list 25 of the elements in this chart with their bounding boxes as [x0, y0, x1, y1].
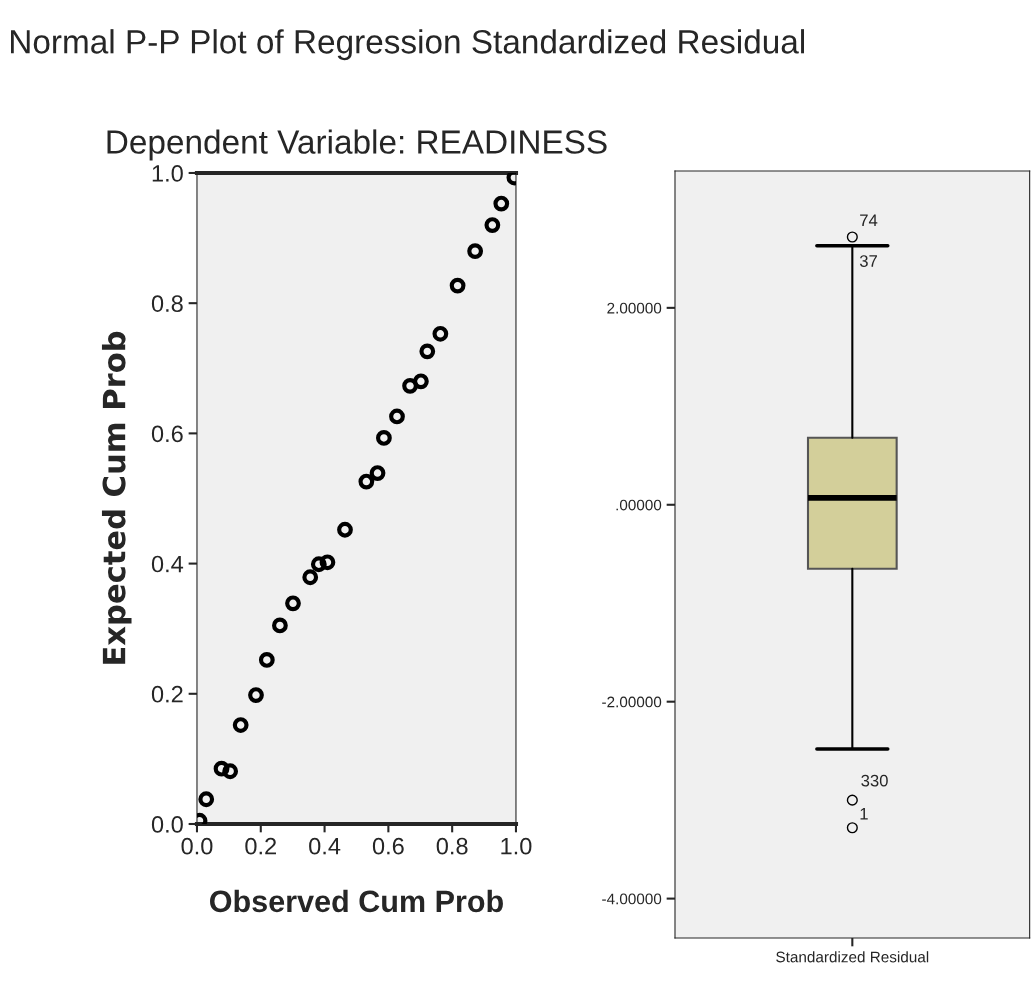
y-tick-label: 0.8	[151, 295, 183, 312]
x-tick-label: Standardized Residual	[776, 951, 929, 963]
y-axis-title: Expected Cum Prob	[101, 331, 132, 664]
x-axis-title: Observed Cum Prob	[210, 889, 503, 913]
y-tick-label: 0.2	[151, 685, 183, 703]
x-tick-label: 0.0	[181, 837, 213, 855]
x-tick-label: 0.8	[436, 837, 468, 855]
annotation: 37	[859, 255, 877, 267]
chart-title: Normal P-P Plot of Regression Standardized Residual	[11, 29, 804, 61]
x-tick-label: 0.6	[372, 837, 404, 855]
x-tick-label: 0.2	[245, 837, 276, 855]
y-tick-label: -2.00000	[602, 696, 662, 708]
chart-subtitle: Dependent Variable: READINESS	[107, 129, 607, 161]
y-tick-label: 0.0	[151, 816, 183, 833]
annotation: 330	[861, 774, 888, 787]
y-tick-label: -4.00000	[602, 893, 662, 905]
y-tick-label: 0.4	[151, 555, 184, 573]
annotation: 74	[860, 214, 878, 226]
y-tick-label: 2.00000	[607, 302, 662, 314]
x-tick-label: 1.0	[501, 837, 532, 855]
y-tick-label: 1.0	[152, 165, 183, 182]
y-tick-label: .00000	[616, 499, 662, 511]
y-tick-label: 0.6	[151, 425, 183, 443]
x-tick-label: 0.4	[309, 837, 341, 855]
annotation: 1	[860, 808, 868, 820]
